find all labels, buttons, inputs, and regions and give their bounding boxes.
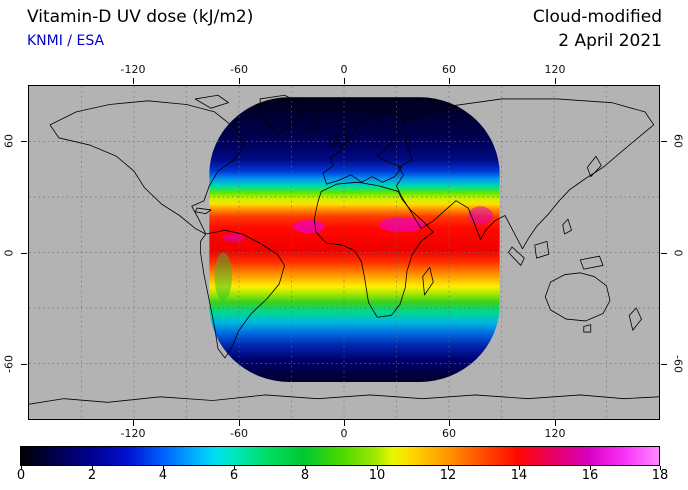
lat-tick-label-left: 60: [2, 134, 16, 148]
colorbar-tick-label: 6: [229, 468, 239, 483]
colorbar-tick: [448, 466, 449, 470]
coastline-iceland: [306, 120, 320, 133]
coastline-africa: [313, 181, 434, 318]
lat-tick-label-left: -60: [2, 355, 16, 373]
world-map: [28, 85, 660, 420]
coastline-north-america: [49, 100, 245, 235]
colorbar-tick-label: 4: [158, 468, 168, 483]
axis-tick: [555, 78, 556, 84]
coastline-antarctica: [29, 394, 659, 405]
lon-tick-label-top: -60: [230, 63, 248, 76]
coastlines: [29, 94, 659, 405]
axis-tick: [133, 78, 134, 84]
coastline-philippines: [562, 218, 572, 235]
axis-tick: [555, 420, 556, 426]
colorbar-tick-label: 12: [439, 468, 457, 483]
axis-tick: [661, 141, 667, 142]
coastline-new-guinea: [579, 255, 604, 270]
coastline-cuba: [194, 207, 212, 215]
axis-tick: [661, 253, 667, 254]
high-dose-patch: [223, 233, 245, 243]
colorbar-tick: [234, 466, 235, 470]
colorbar-tick-label: 8: [300, 468, 310, 483]
colorbar-tick-label: 18: [651, 468, 669, 483]
colorbar-tick-label: 10: [368, 468, 386, 483]
cloud-reduced-patch: [214, 252, 232, 301]
coastline-new-zealand: [628, 307, 642, 331]
lon-tick-label-bottom: 0: [340, 427, 348, 440]
coastline-ireland: [329, 135, 338, 146]
high-dose-patch: [293, 220, 325, 234]
lon-tick-label-top: 0: [340, 63, 348, 76]
lat-tick-label-right: 60: [671, 134, 685, 148]
lon-tick-label-bottom: 120: [544, 427, 566, 440]
axis-tick: [21, 253, 27, 254]
colorbar-tick-label: 0: [16, 468, 26, 483]
axis-tick: [21, 364, 27, 365]
lon-tick-label-bottom: -120: [120, 427, 146, 440]
colorbar-tick-label: 14: [510, 468, 528, 483]
axis-tick: [239, 420, 240, 426]
coastline-japan: [586, 155, 602, 178]
page-title: Vitamin-D UV dose (kJ/m2): [27, 7, 254, 27]
colorbar-gradient: [20, 446, 660, 466]
colorbar-tick: [519, 466, 520, 470]
colorbar-tick: [660, 466, 661, 470]
lat-tick-label-left: 0: [2, 249, 16, 257]
world-map-svg: [29, 86, 659, 419]
coastline-asia: [396, 98, 655, 250]
colorbar-tick: [92, 466, 93, 470]
lat-tick-label-right: 0: [671, 249, 685, 257]
axis-tick: [239, 78, 240, 84]
colorbar-tick: [377, 466, 378, 470]
high-dose-patch: [468, 206, 493, 225]
coastline-arctic-islands: [194, 94, 229, 109]
colorbar-tick-label: 16: [581, 468, 599, 483]
axis-tick: [344, 420, 345, 426]
lon-tick-label-top: 120: [544, 63, 566, 76]
coastline-greenland: [259, 94, 305, 135]
axis-tick: [344, 78, 345, 84]
coastline-europe: [322, 111, 406, 185]
lon-tick-label-top: -120: [120, 63, 146, 76]
axis-tick: [661, 364, 667, 365]
axis-tick: [449, 420, 450, 426]
colorbar-tick: [305, 466, 306, 470]
colorbar-tick-label: 2: [87, 468, 97, 483]
high-dose-patch: [379, 217, 425, 233]
colorbar-tick: [163, 466, 164, 470]
grid-lines: [29, 86, 659, 419]
coastline-australia: [544, 272, 611, 322]
coastline-south-america: [200, 229, 285, 359]
coastline-sumatra: [508, 246, 525, 266]
swath-gradient-fill: [209, 97, 500, 382]
lon-tick-label-bottom: -60: [230, 427, 248, 440]
coastline-madagascar: [422, 266, 434, 296]
mode-label: Cloud-modified: [532, 7, 662, 27]
uv-dose-swath: [209, 97, 500, 382]
lat-tick-label-right: -60: [671, 355, 685, 373]
colorbar-tick: [590, 466, 591, 470]
axis-tick: [449, 78, 450, 84]
lon-tick-label-bottom: 60: [442, 427, 456, 440]
date-label: 2 April 2021: [558, 31, 662, 51]
coastline-britain: [336, 128, 348, 148]
axis-tick: [21, 141, 27, 142]
coastline-tasmania: [583, 324, 592, 333]
source-attribution: KNMI / ESA: [27, 33, 105, 49]
colorbar-tick: [21, 466, 22, 470]
coastline-borneo: [534, 240, 550, 259]
lon-tick-label-top: 60: [442, 63, 456, 76]
axis-tick: [133, 420, 134, 426]
